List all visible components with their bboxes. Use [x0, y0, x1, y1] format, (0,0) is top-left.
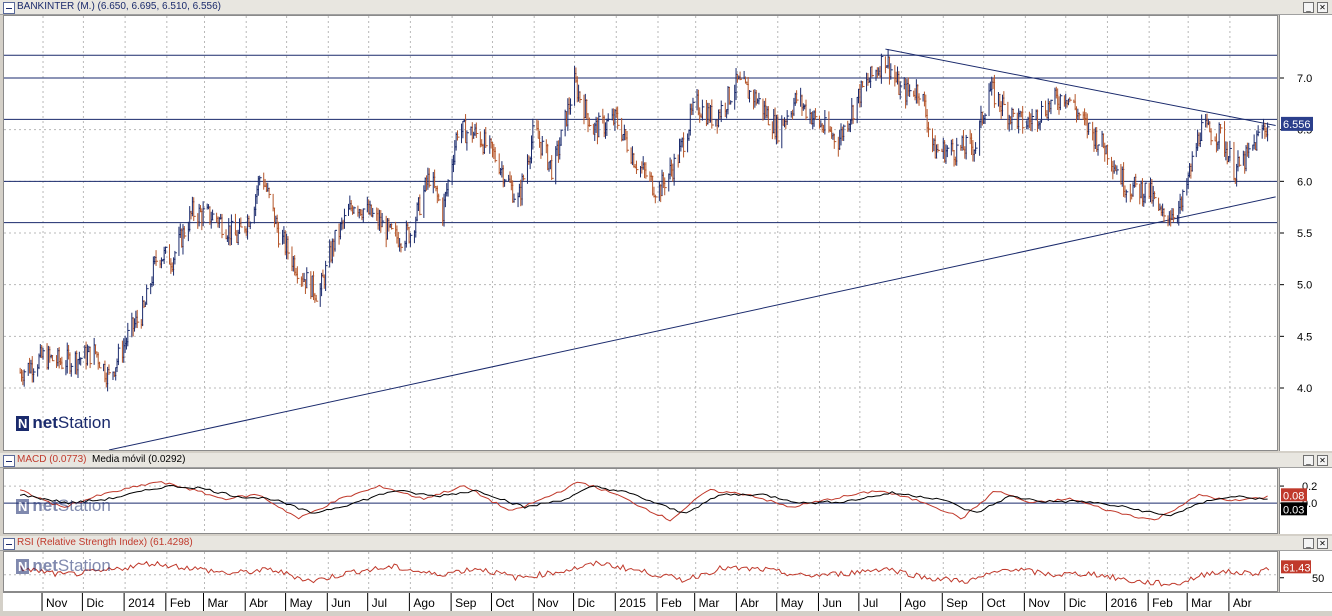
panel-icon — [3, 538, 15, 550]
rsi-chart-area[interactable] — [3, 551, 1278, 592]
time-tick-label: Jul — [372, 596, 387, 610]
macd-signal-label: Media móvil (0.0292) — [92, 454, 186, 465]
macd-value-label: 0.08 — [1283, 490, 1304, 502]
price-tick-label: 5.0 — [1297, 280, 1312, 292]
price-chart-area[interactable] — [3, 15, 1278, 451]
macd-chart — [4, 469, 1277, 533]
time-tick-label: Nov — [537, 596, 558, 610]
macd-value-badge — [1281, 488, 1307, 502]
rsi-panel-header: RSI (Relative Strength Index) (61.4298) … — [0, 536, 1332, 551]
time-tick-label: 2015 — [619, 596, 646, 610]
close-button[interactable]: ✕ — [1317, 455, 1328, 466]
price-panel-title: BANKINTER (M.) (6.650, 6.695, 6.510, 6.5… — [17, 1, 221, 12]
time-axis: Nov Dic 2014 Feb Mar Abr May Jun Jul Ago Sep Oct Nov… — [3, 592, 1332, 611]
time-tick-label: Nov — [46, 596, 67, 610]
rsi-chart — [4, 552, 1277, 591]
rsi-tick-label: 50 — [1312, 573, 1324, 585]
time-tick-label: 2016 — [1110, 596, 1137, 610]
price-axis: 4.04.55.05.56.06.57.06.556 — [1279, 15, 1332, 451]
price-tick-label: 4.5 — [1297, 331, 1312, 343]
time-tick-label: Jun — [822, 596, 841, 610]
rsi-value-badge — [1281, 560, 1311, 574]
time-tick-label: Ago — [413, 596, 435, 610]
time-tick-label: Feb — [1152, 596, 1173, 610]
time-tick-label: Feb — [170, 596, 191, 610]
time-tick-label: Mar — [208, 596, 229, 610]
time-tick-label: Feb — [661, 596, 682, 610]
signal-value-badge — [1281, 502, 1307, 516]
price-tick-label: 5.5 — [1297, 228, 1312, 240]
macd-line — [19, 481, 1268, 522]
rsi-label: RSI (Relative Strength Index) (61.4298) — [17, 537, 193, 548]
minimize-button[interactable]: _ — [1303, 538, 1314, 549]
close-button[interactable]: ✕ — [1317, 2, 1328, 13]
time-tick-label: Oct — [987, 596, 1006, 610]
time-tick-label: Abr — [740, 596, 759, 610]
signal-value-label: 0.03 — [1283, 504, 1304, 516]
price-chart — [4, 16, 1277, 451]
panel-icon — [3, 2, 15, 14]
time-tick-label: Abr — [1233, 596, 1252, 610]
macd-axis: 0.0 0.2 0.08 0.03 — [1279, 468, 1332, 534]
time-tick-label: Mar — [1191, 596, 1212, 610]
time-tick-label: Mar — [699, 596, 720, 610]
time-tick-label: Dic — [86, 596, 103, 610]
macd-label: MACD (0.0773) — [17, 454, 87, 465]
macd-signal-line — [19, 484, 1268, 517]
last-price-badge — [1281, 116, 1313, 131]
time-tick-label: Jun — [331, 596, 350, 610]
time-tick-label: Abr — [249, 596, 268, 610]
time-tick-label: Sep — [455, 596, 477, 610]
time-tick-label: Dic — [578, 596, 595, 610]
last-price-label: 6.556 — [1283, 119, 1311, 131]
time-tick-label: May — [781, 596, 804, 610]
price-tick-label: 4.0 — [1297, 383, 1312, 395]
time-tick-label: 2014 — [128, 596, 155, 610]
price-panel-header: BANKINTER (M.) (6.650, 6.695, 6.510, 6.5… — [0, 0, 1332, 15]
time-tick-label: Nov — [1028, 596, 1049, 610]
trendline — [885, 48, 1276, 127]
price-tick-label: 6.0 — [1297, 176, 1312, 188]
macd-panel-header: MACD (0.0773) Media móvil (0.0292) _ ✕ — [0, 453, 1332, 468]
time-tick-label: Jul — [863, 596, 878, 610]
time-tick-label: Ago — [905, 596, 927, 610]
minimize-button[interactable]: _ — [1303, 455, 1314, 466]
trendline — [108, 196, 1276, 451]
time-tick-label: Oct — [495, 596, 514, 610]
price-tick-label: 7.0 — [1297, 73, 1312, 85]
minimize-button[interactable]: _ — [1303, 2, 1314, 13]
time-tick-label: Dic — [1069, 596, 1086, 610]
close-button[interactable]: ✕ — [1317, 538, 1328, 549]
time-tick-label: May — [290, 596, 313, 610]
rsi-axis: 50 61.43 — [1279, 551, 1332, 592]
panel-icon — [3, 455, 15, 467]
macd-chart-area[interactable] — [3, 468, 1278, 534]
time-tick-label: Sep — [946, 596, 968, 610]
rsi-line — [19, 560, 1270, 587]
rsi-value-label: 61.43 — [1283, 562, 1311, 574]
